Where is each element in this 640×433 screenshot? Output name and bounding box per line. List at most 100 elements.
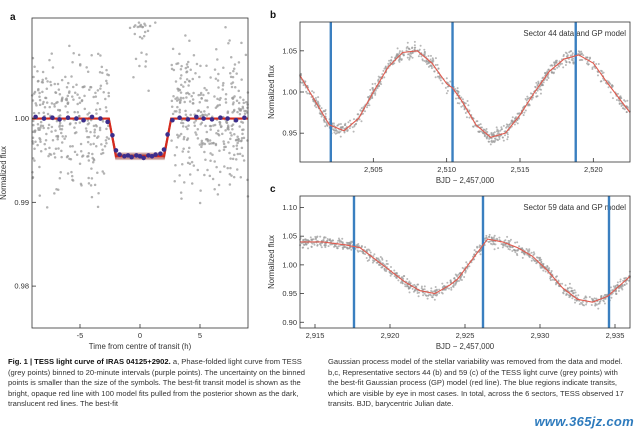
raw-data-point — [577, 294, 580, 297]
panel-a-transit-fold: a -5 0 5 0.98 0.99 1.00 Time from centre of tra… — [0, 12, 250, 351]
raw-data-point — [325, 121, 328, 124]
raw-data-point — [382, 69, 385, 72]
raw-data-point — [154, 21, 157, 24]
raw-data-point — [346, 247, 349, 250]
raw-data-point — [180, 74, 183, 77]
raw-data-point — [478, 245, 481, 248]
raw-data-point — [619, 95, 622, 98]
raw-data-point — [39, 140, 42, 144]
raw-data-point — [492, 236, 495, 239]
raw-data-point — [542, 269, 545, 272]
raw-data-point — [516, 122, 519, 125]
raw-data-point — [333, 244, 336, 247]
raw-data-point — [323, 119, 326, 122]
raw-data-point — [490, 140, 493, 143]
raw-data-point — [495, 237, 498, 240]
raw-data-point — [105, 142, 108, 145]
gp-model-line — [299, 50, 631, 138]
raw-data-point — [39, 149, 43, 153]
raw-data-point — [144, 60, 148, 63]
raw-data-point — [327, 245, 330, 248]
raw-data-point — [587, 63, 590, 66]
raw-data-point — [56, 138, 59, 141]
raw-data-point — [480, 130, 483, 133]
raw-data-point — [37, 111, 41, 115]
raw-data-point — [571, 54, 574, 57]
raw-data-point — [535, 81, 538, 84]
raw-data-point — [530, 98, 533, 101]
raw-data-point — [352, 118, 355, 121]
raw-data-point — [176, 136, 180, 139]
raw-data-point — [65, 85, 69, 89]
raw-data-point — [35, 104, 38, 107]
raw-data-point — [383, 263, 386, 266]
raw-data-point — [184, 66, 188, 70]
raw-data-point — [94, 95, 98, 98]
raw-data-point — [535, 256, 538, 259]
raw-data-point — [217, 86, 220, 89]
raw-data-point — [423, 288, 426, 291]
raw-data-point — [227, 141, 230, 144]
raw-data-point — [390, 56, 393, 59]
raw-data-point — [194, 71, 197, 75]
raw-data-point — [413, 44, 416, 47]
raw-data-point — [511, 250, 514, 253]
raw-data-point — [91, 161, 95, 164]
raw-data-point — [72, 51, 75, 55]
panel-b-x-tick-label: 2,520 — [584, 165, 603, 174]
raw-data-point — [183, 100, 186, 104]
raw-data-point — [544, 72, 547, 75]
raw-data-point — [316, 235, 319, 238]
raw-data-point — [423, 59, 426, 62]
raw-data-point — [316, 100, 319, 103]
raw-data-point — [390, 58, 393, 61]
raw-data-point — [199, 189, 202, 192]
raw-data-point — [179, 96, 183, 100]
raw-data-point — [417, 55, 420, 58]
raw-data-point — [556, 66, 559, 69]
raw-data-point — [192, 164, 196, 167]
raw-data-point — [189, 68, 192, 72]
raw-data-point — [438, 75, 441, 78]
posterior-model-line — [32, 117, 248, 154]
panel-b-y-tick-label: 1.05 — [282, 46, 297, 55]
raw-data-point — [193, 124, 197, 127]
raw-data-point — [179, 67, 183, 71]
raw-data-point — [217, 72, 220, 76]
raw-data-point — [464, 271, 467, 274]
raw-data-point — [215, 165, 218, 169]
raw-data-point — [213, 187, 216, 191]
raw-data-point — [236, 141, 239, 145]
raw-data-point — [427, 54, 430, 57]
raw-data-point — [405, 47, 408, 50]
raw-data-point — [198, 75, 201, 79]
raw-data-point — [467, 104, 470, 107]
raw-data-point — [182, 85, 185, 88]
raw-data-point — [312, 91, 315, 94]
raw-data-point — [398, 50, 401, 53]
raw-data-point — [181, 162, 184, 166]
raw-data-point — [94, 91, 97, 95]
raw-data-point — [71, 95, 74, 98]
raw-data-point — [590, 303, 593, 306]
raw-data-point — [324, 112, 327, 115]
raw-data-point — [38, 103, 42, 107]
panel-c-x-tick-label: 2,925 — [456, 331, 475, 340]
raw-data-point — [48, 152, 51, 156]
raw-data-point — [209, 152, 212, 155]
raw-data-point — [36, 80, 40, 83]
raw-data-point — [617, 289, 620, 292]
raw-data-point — [497, 130, 500, 133]
raw-data-point — [32, 119, 35, 123]
raw-data-point — [145, 53, 148, 56]
raw-data-point — [497, 247, 500, 250]
raw-data-point — [566, 287, 569, 290]
raw-data-point — [542, 81, 545, 84]
raw-data-point — [498, 138, 501, 141]
binned-data-point — [33, 114, 38, 120]
raw-data-point — [105, 127, 108, 131]
raw-data-point — [492, 132, 495, 135]
raw-data-point — [84, 127, 88, 130]
raw-data-point — [468, 116, 471, 119]
raw-data-point — [42, 111, 45, 115]
